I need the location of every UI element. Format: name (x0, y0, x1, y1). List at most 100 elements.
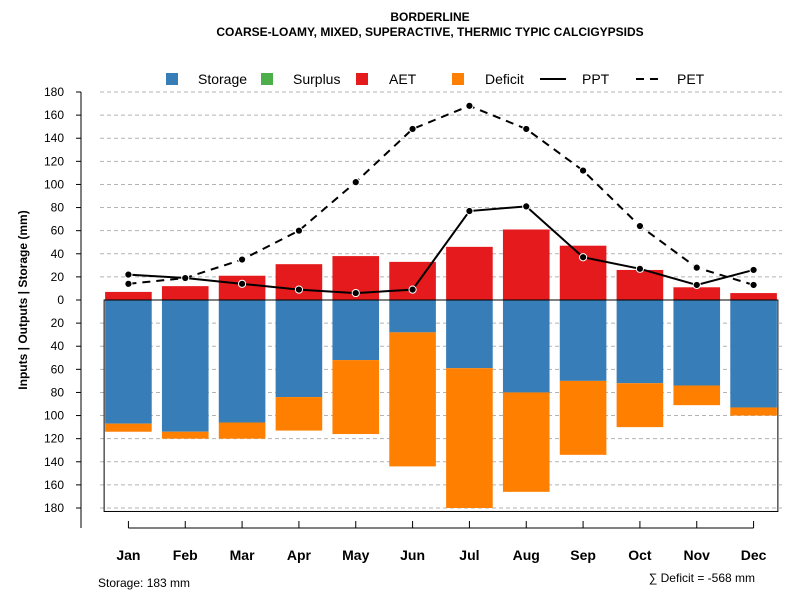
storage-bar (446, 300, 493, 369)
y-axis-label: Inputs | Outputs | Storage (mm) (16, 210, 30, 389)
month-label: May (342, 547, 369, 563)
deficit-bar (105, 423, 152, 432)
legend-storage-label: Storage (198, 71, 247, 87)
month-label: Aug (513, 547, 540, 563)
pet-point (237, 255, 247, 264)
ppt-line (128, 205, 754, 295)
aet-bar (673, 287, 721, 300)
ppt-point (692, 280, 701, 290)
y-tick-label: 160 (44, 108, 64, 122)
pet-point (124, 279, 133, 288)
month-label: Jul (459, 547, 479, 563)
pet-point (692, 263, 701, 272)
aet-bar (730, 293, 777, 300)
legend: Storage Surplus AET Deficit PPT PET (166, 71, 705, 87)
month-label: Dec (741, 547, 767, 563)
y-tick-label: 120 (44, 432, 64, 446)
aet-bar (161, 286, 209, 300)
y-tick-label: 20 (51, 316, 65, 330)
gridlines (100, 91, 782, 509)
month-label: Nov (684, 547, 711, 563)
deficit-bar (673, 385, 721, 406)
y-tick-label: 40 (51, 339, 65, 353)
y-tick-label: 100 (44, 409, 64, 423)
deficit-bar (218, 422, 266, 439)
storage-bar (161, 300, 209, 432)
deficit-bar (332, 360, 380, 435)
y-tick-label: 80 (51, 385, 65, 399)
deficit-footnote: ∑ Deficit = -568 mm (649, 571, 755, 585)
deficit-bar (616, 383, 664, 428)
month-label: Feb (173, 547, 198, 563)
ppt-point (408, 285, 417, 294)
storage-bar (559, 300, 607, 381)
aet-bar (616, 269, 664, 300)
chart-title: BORDERLINE (390, 10, 469, 24)
y-tick-label: 160 (44, 478, 64, 492)
ppt-point (237, 279, 247, 288)
storage-bar (616, 300, 664, 384)
ppt-point (749, 265, 758, 275)
legend-ppt-label: PPT (582, 71, 610, 87)
ppt-point (578, 253, 588, 262)
y-tick-label: 180 (44, 501, 64, 515)
y-tick-label: 140 (44, 455, 64, 469)
legend-storage-swatch (166, 73, 178, 85)
month-label: Apr (287, 547, 312, 563)
pet-point (522, 124, 531, 134)
deficit-bar (730, 407, 777, 416)
y-tick-label: 120 (44, 154, 64, 168)
y-axis: 180 160 140 120 100 80 60 40 20 0 20 40 60 80 100 120 14… (44, 85, 82, 528)
deficit-bar (502, 392, 550, 492)
y-tick-label: 140 (44, 131, 64, 145)
pet-line (128, 104, 754, 286)
storage-bar (502, 300, 550, 393)
y-tick-label: 60 (51, 362, 65, 376)
y-tick-label: 100 (44, 177, 64, 191)
deficit-bar (559, 380, 607, 455)
x-axis: Jan Feb Mar Apr May Jun Jul Aug Sep Oct Nov Dec (116, 521, 767, 563)
storage-frame (103, 299, 779, 512)
legend-deficit-swatch (452, 73, 464, 85)
pet-point (749, 280, 758, 290)
aet-bar (446, 246, 493, 300)
storage-bar (275, 300, 323, 398)
deficit-bar (389, 332, 436, 467)
storage-bar (218, 300, 266, 423)
aet-bar (275, 264, 323, 300)
legend-surplus-label: Surplus (293, 71, 340, 87)
pet-point (578, 166, 588, 175)
chart-subtitle: COARSE-LOAMY, MIXED, SUPERACTIVE, THERMI… (216, 25, 643, 39)
ppt-point (465, 206, 474, 216)
y-tick-label: 80 (51, 201, 65, 215)
pet-point (408, 124, 417, 134)
y-tick-label: 180 (44, 85, 64, 99)
ppt-point (635, 264, 645, 273)
y-tick-label: 60 (51, 224, 65, 238)
legend-surplus-swatch (261, 73, 273, 85)
month-label: Jun (400, 547, 425, 563)
legend-pet-label: PET (677, 71, 705, 87)
deficit-bar (275, 397, 323, 431)
storage-bar (332, 300, 380, 361)
ppt-point (294, 285, 304, 294)
bars (105, 229, 777, 508)
legend-aet-label: AET (389, 71, 417, 87)
storage-footnote: Storage: 183 mm (98, 576, 190, 590)
pet-point (294, 226, 304, 235)
y-tick-label: 0 (57, 293, 64, 307)
pet-point (465, 101, 474, 110)
ppt-point (351, 288, 360, 298)
storage-bar (730, 300, 777, 408)
month-label: Sep (570, 547, 596, 563)
y-tick-label: 40 (51, 247, 65, 261)
ppt-point (522, 202, 531, 211)
ppt-point (124, 270, 133, 279)
y-tick-label: 20 (51, 270, 65, 284)
deficit-bar (161, 431, 209, 439)
ppt-point (181, 273, 190, 283)
lines (124, 101, 758, 298)
pet-point (351, 178, 360, 187)
legend-deficit-label: Deficit (485, 71, 524, 87)
deficit-bar (446, 368, 493, 508)
